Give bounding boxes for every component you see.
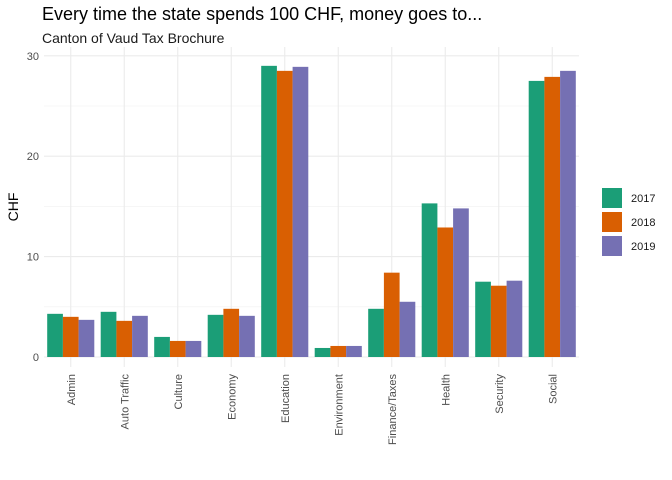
y-axis-ticks: 0 10 20 30 — [27, 51, 39, 364]
bar-2017-economy — [207, 314, 224, 357]
legend-swatch-2018 — [602, 212, 622, 232]
y-axis-title: CHF — [5, 193, 21, 222]
bar-2017-auto-traffic — [100, 311, 117, 357]
bar-2017-health — [421, 203, 438, 357]
chart-title: Every time the state spends 100 CHF, mon… — [42, 4, 482, 24]
bar-2018-admin — [62, 316, 79, 357]
bar-2019-finance-taxes — [399, 301, 416, 357]
bar-2019-culture — [185, 340, 202, 357]
legend-swatch-2017 — [602, 188, 622, 208]
bar-2019-admin — [78, 319, 95, 357]
legend-swatch-2019 — [602, 236, 622, 256]
x-tick-label: Auto Traffic — [119, 374, 131, 430]
x-tick-label: Education — [280, 374, 292, 423]
bar-2019-security — [506, 280, 523, 357]
chart-subtitle: Canton of Vaud Tax Brochure — [42, 30, 225, 46]
bar-2019-education — [292, 66, 309, 358]
x-tick-label: Admin — [66, 374, 78, 405]
bar-2019-economy — [239, 315, 255, 357]
x-tick-label: Social — [547, 374, 559, 404]
bar-2017-social — [528, 80, 545, 358]
bar-2017-admin — [47, 313, 63, 357]
bar-2018-economy — [223, 308, 240, 357]
bar-2017-environment — [314, 347, 331, 357]
bars — [47, 65, 576, 358]
legend: 2017 2018 2019 — [602, 188, 655, 256]
bar-2018-auto-traffic — [116, 320, 133, 357]
x-axis-ticks: Admin Auto Traffic Culture Economy Education… — [66, 374, 560, 445]
bar-2018-social — [544, 76, 561, 357]
x-tick-label: Finance/Taxes — [387, 374, 399, 445]
legend-label-2019: 2019 — [631, 241, 655, 253]
y-tick-label: 20 — [27, 151, 39, 163]
bar-2017-finance-taxes — [368, 308, 384, 357]
y-tick-label: 30 — [27, 51, 39, 63]
bar-2017-education — [261, 65, 277, 357]
y-tick-label: 0 — [33, 352, 39, 364]
x-tick-label: Economy — [226, 374, 238, 420]
bar-2019-social — [560, 70, 576, 358]
bar-2018-environment — [330, 345, 347, 357]
bar-2019-environment — [346, 345, 362, 357]
bar-2018-culture — [169, 340, 186, 357]
x-tick-label: Health — [440, 374, 452, 406]
x-tick-label: Security — [494, 374, 506, 414]
bar-2019-health — [453, 208, 469, 357]
x-tick-label: Environment — [333, 374, 345, 436]
x-tick-label: Culture — [173, 374, 185, 409]
y-tick-label: 10 — [27, 252, 39, 264]
bar-2018-security — [490, 285, 507, 357]
bar-2018-health — [437, 227, 454, 357]
bar-2019-auto-traffic — [132, 315, 148, 357]
legend-label-2018: 2018 — [631, 217, 655, 229]
bar-2017-culture — [154, 336, 170, 357]
bar-2018-education — [276, 70, 293, 358]
legend-label-2017: 2017 — [631, 193, 655, 205]
bar-2017-security — [475, 281, 491, 357]
bar-2018-finance-taxes — [383, 272, 400, 357]
